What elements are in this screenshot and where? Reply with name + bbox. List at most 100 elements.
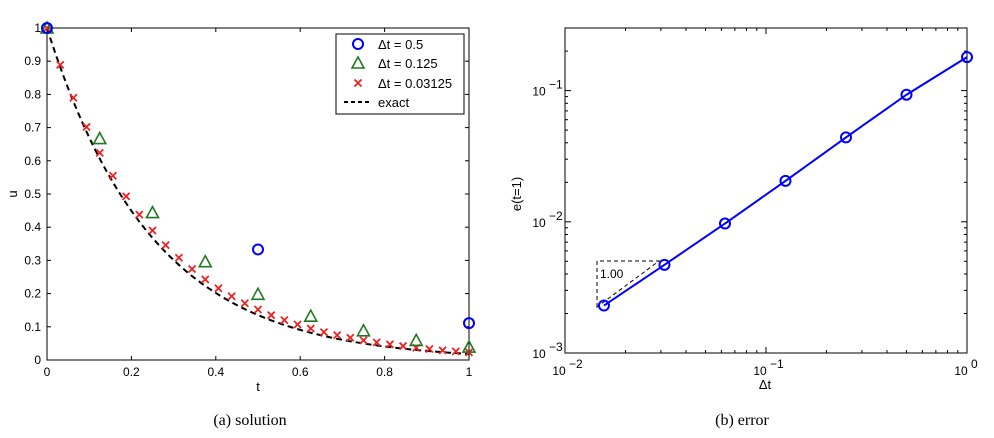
dt-0.03125-point xyxy=(148,226,157,235)
dt-0.03125-point xyxy=(280,316,289,325)
legend-label: Δt = 0.5 xyxy=(378,37,423,52)
error-x-tick-label: 10 xyxy=(954,364,968,378)
dt-0.03125-point xyxy=(319,327,329,337)
error-panel: 10 −2 10 −1 10 010 −310 −210 −1 1.00 Δt e(t=1) (… xyxy=(509,27,978,429)
solution-y-tick-label: 0.4 xyxy=(24,220,41,234)
dt-0.5-point xyxy=(41,22,53,34)
error-point xyxy=(961,51,973,64)
error-point xyxy=(718,217,731,230)
solution-y-tick-label: 0.8 xyxy=(24,87,41,101)
legend-marker xyxy=(352,38,364,50)
legend-label: exact xyxy=(378,95,409,110)
dt-0.03125-point xyxy=(56,60,65,69)
error-y-tick-label: 10 xyxy=(532,85,546,99)
solution-y-tick-label: 0.9 xyxy=(24,54,41,68)
legend-box xyxy=(335,33,465,115)
dt-0.125-point xyxy=(408,332,424,347)
legend-label: Δt = 0.03125 xyxy=(378,76,452,91)
dt-0.03125-point xyxy=(161,240,170,250)
dt-0.03125-point xyxy=(240,299,249,308)
legend-marker xyxy=(353,78,363,88)
slope-triangle: 1.00 xyxy=(596,260,661,308)
solution-x-tick-label: 0.6 xyxy=(292,365,309,379)
error-line xyxy=(603,56,968,307)
dt-0.03125-point xyxy=(398,341,408,351)
dt-0.125-point xyxy=(356,323,371,337)
solution-y-tick-label: 0.2 xyxy=(24,287,41,301)
dt-0.03125-point xyxy=(69,93,78,102)
solution-panel: 0 0.2 0.4 0.6 0.8 1 0 0.1 0.2 0.3 0.4 0.5 0.6 0.7 0.8 0… xyxy=(5,20,477,429)
error-plot-area xyxy=(564,27,968,354)
error-x-tick-exponent: −2 xyxy=(569,357,583,371)
solution-x-tick-label: 1 xyxy=(466,365,473,379)
dt-0.03125-point xyxy=(108,171,118,180)
dt-0.03125-point xyxy=(385,340,395,349)
solution-y-tick-label: 0.1 xyxy=(24,320,41,334)
error-y-tick-label: 10 xyxy=(532,347,546,361)
error-x-tick-exponent: −1 xyxy=(770,357,784,371)
error-x-tick-exponent: 0 xyxy=(971,357,978,371)
dt-0.03125-point xyxy=(174,253,184,262)
dt-0.125-point xyxy=(197,254,213,268)
dt-0.03125-point xyxy=(121,192,131,201)
error-caption: (b) error xyxy=(715,412,769,429)
solution-y-tick-label: 0.7 xyxy=(24,121,41,135)
dt-0.03125-point xyxy=(227,292,236,301)
error-point xyxy=(658,258,671,271)
dt-0.03125-point xyxy=(201,275,210,284)
dt-0.03125-point xyxy=(332,330,342,340)
error-y-tick-label: 10 xyxy=(532,216,546,230)
legend-label: Δt = 0.125 xyxy=(378,56,438,71)
solution-y-tick-label: 0.6 xyxy=(24,154,41,168)
solution-y-tick-label: 0.5 xyxy=(24,187,41,201)
dt-0.03125-point xyxy=(187,264,197,274)
dt-0.03125-point xyxy=(214,284,223,293)
dt-0.03125-point xyxy=(346,333,355,342)
error-point xyxy=(597,299,610,312)
solution-legend: Δt = 0.5 Δt = 0.125 Δt = 0.03125 exact xyxy=(335,33,465,115)
dt-0.125-point xyxy=(145,204,160,219)
solution-y-axis-label: u xyxy=(5,190,20,197)
dt-0.03125-point xyxy=(451,347,460,356)
error-y-tick-exponent: −3 xyxy=(549,340,563,354)
solution-x-tick-label: 0.8 xyxy=(376,365,393,379)
dt-0.03125-point xyxy=(135,210,144,219)
dt-0.125-point xyxy=(92,130,108,145)
dt-0.125-point xyxy=(461,339,477,353)
error-point xyxy=(779,174,792,187)
error-x-axis-label: Δt xyxy=(759,377,772,392)
dt-0.03125-point xyxy=(267,311,276,320)
dt-0.03125-point xyxy=(293,320,302,329)
solution-y-tick-label: 0 xyxy=(34,353,41,367)
dt-0.125-point xyxy=(250,286,266,301)
legend-marker xyxy=(350,55,366,69)
dt-0.03125-point xyxy=(82,122,91,132)
error-y-tick-exponent: −2 xyxy=(549,209,563,223)
solution-caption: (a) solution xyxy=(213,412,286,429)
dt-0.03125-point xyxy=(438,346,447,355)
solution-x-tick-label: 0.2 xyxy=(123,365,140,379)
dt-0.03125-point xyxy=(359,336,368,345)
dt-0.03125-point xyxy=(253,305,263,314)
solution-x-axis-label: t xyxy=(256,379,260,394)
solution-y-tick-label: 1 xyxy=(34,21,41,35)
dt-0.03125-point xyxy=(306,324,315,333)
exact-curve xyxy=(46,27,470,355)
error-y-tick-exponent: −1 xyxy=(549,78,563,92)
error-y-axis-label: e(t=1) xyxy=(509,177,524,211)
error-x-tick-label: 10 xyxy=(753,364,767,378)
solution-x-tick-label: 0 xyxy=(44,365,51,379)
dt-0.5-point xyxy=(252,243,264,256)
dt-0.03125-point xyxy=(425,344,434,354)
error-x-tick-label: 10 xyxy=(552,364,566,378)
dt-0.03125-point xyxy=(95,148,104,157)
slope-label: 1.00 xyxy=(600,267,624,281)
error-point xyxy=(839,131,852,144)
solution-x-tick-label: 0.4 xyxy=(207,365,224,379)
error-point xyxy=(900,88,913,101)
dt-0.5-point xyxy=(463,317,475,330)
dt-0.125-point xyxy=(303,308,319,322)
solution-y-tick-label: 0.3 xyxy=(24,253,41,267)
slope-triangle-outline xyxy=(596,260,661,308)
